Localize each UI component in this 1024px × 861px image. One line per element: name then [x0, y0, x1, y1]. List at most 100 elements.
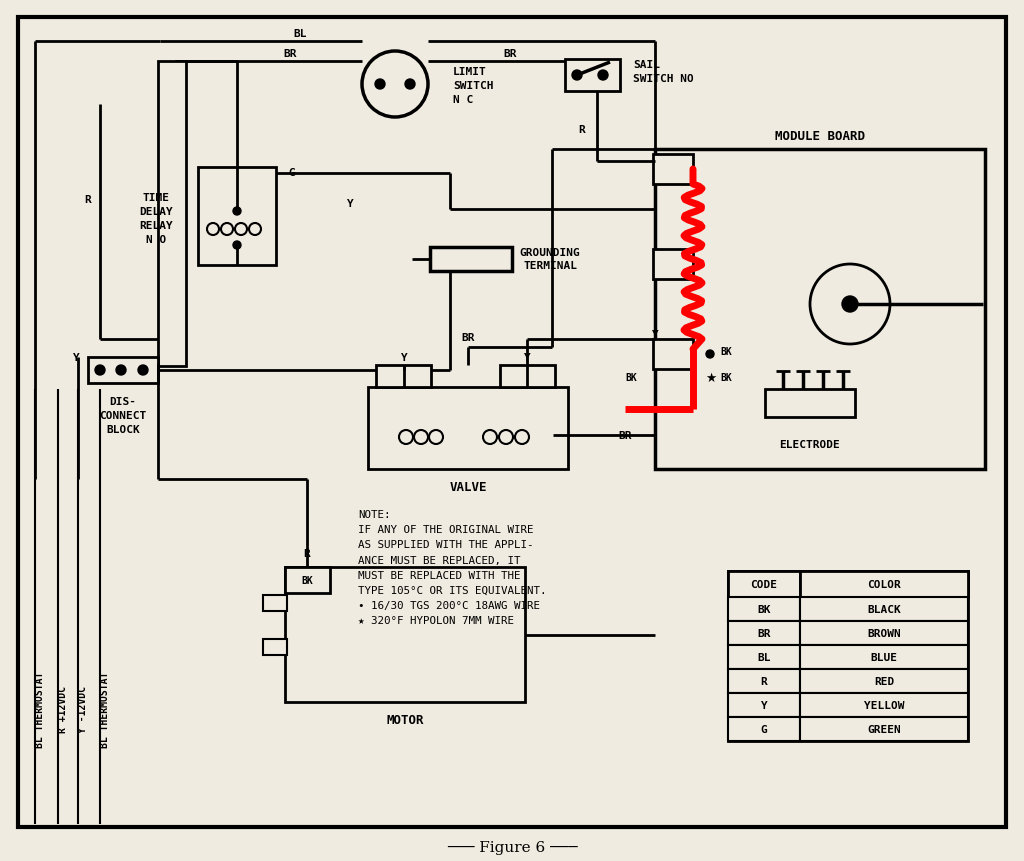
Text: CONNECT: CONNECT [99, 411, 146, 420]
Bar [88, 357, 158, 383]
Circle shape [429, 430, 443, 444]
Text: ─── Figure 6 ───: ─── Figure 6 ─── [446, 840, 578, 854]
Bar [198, 168, 276, 266]
Circle shape [499, 430, 513, 444]
Text: R: R [579, 125, 586, 135]
Text: BR: BR [284, 49, 297, 59]
Text: BROWN: BROWN [867, 629, 901, 638]
Circle shape [810, 264, 890, 344]
Text: CODE: CODE [751, 579, 777, 589]
Circle shape [234, 224, 247, 236]
Text: GROUNDING: GROUNDING [519, 248, 581, 257]
Text: R: R [304, 548, 310, 558]
Text: Y: Y [651, 330, 658, 339]
Text: RELAY: RELAY [139, 220, 173, 231]
Bar [655, 150, 985, 469]
Text: Y: Y [347, 199, 353, 208]
Circle shape [414, 430, 428, 444]
Bar [263, 595, 287, 611]
Bar [263, 639, 287, 655]
Bar [728, 645, 800, 669]
Bar [728, 572, 800, 598]
Bar [653, 155, 693, 185]
Bar [800, 622, 968, 645]
Text: BR: BR [618, 430, 632, 441]
Text: Y: Y [73, 353, 80, 362]
Circle shape [375, 80, 385, 90]
Text: N C: N C [453, 95, 473, 105]
Circle shape [233, 208, 241, 216]
Bar [285, 567, 330, 593]
Text: MOTOR: MOTOR [386, 714, 424, 727]
Circle shape [249, 224, 261, 236]
Text: BR: BR [503, 49, 517, 59]
Text: BL: BL [293, 29, 307, 39]
Bar [376, 366, 431, 387]
Bar [728, 622, 800, 645]
Text: Y: Y [761, 700, 767, 710]
Circle shape [515, 430, 529, 444]
Text: BL THERMOSTAT: BL THERMOSTAT [100, 671, 110, 747]
Circle shape [233, 242, 241, 250]
Circle shape [221, 224, 233, 236]
Text: BR: BR [461, 332, 475, 343]
Bar [800, 669, 968, 693]
Text: G: G [761, 724, 767, 734]
Bar [765, 389, 855, 418]
Circle shape [207, 224, 219, 236]
Text: BK: BK [720, 373, 732, 382]
Bar [653, 339, 693, 369]
Text: Y -12VDC: Y -12VDC [78, 685, 88, 733]
Text: DELAY: DELAY [139, 207, 173, 217]
Text: BLOCK: BLOCK [106, 424, 140, 435]
Bar [728, 717, 800, 741]
Circle shape [95, 366, 105, 375]
Text: BLACK: BLACK [867, 604, 901, 614]
Circle shape [138, 366, 148, 375]
Text: TIME: TIME [142, 193, 170, 202]
Text: DIS-: DIS- [110, 397, 136, 406]
Text: Y: Y [523, 353, 530, 362]
Bar [500, 366, 555, 387]
Text: SWITCH: SWITCH [453, 81, 494, 91]
Circle shape [116, 366, 126, 375]
Bar [800, 645, 968, 669]
Bar [728, 669, 800, 693]
Text: LIMIT: LIMIT [453, 67, 486, 77]
Bar [430, 248, 512, 272]
Text: BL: BL [758, 653, 771, 662]
Text: NOTE:
IF ANY OF THE ORIGINAL WIRE
AS SUPPLIED WITH THE APPLI-
ANCE MUST BE REPLA: NOTE: IF ANY OF THE ORIGINAL WIRE AS SUP… [358, 510, 547, 626]
Circle shape [483, 430, 497, 444]
Text: MODULE BOARD: MODULE BOARD [775, 129, 865, 142]
Text: SAIL: SAIL [633, 60, 660, 70]
Text: ELECTRODE: ELECTRODE [779, 439, 841, 449]
Circle shape [362, 52, 428, 118]
Text: COLOR: COLOR [867, 579, 901, 589]
Text: BK: BK [301, 575, 313, 585]
Text: R: R [85, 195, 91, 205]
Bar [800, 693, 968, 717]
Bar [653, 250, 693, 280]
Circle shape [406, 80, 415, 90]
Bar [800, 572, 968, 598]
Text: YELLOW: YELLOW [864, 700, 904, 710]
Text: BL THERMOSTAT: BL THERMOSTAT [35, 671, 45, 747]
Text: BR: BR [758, 629, 771, 638]
Text: RED: RED [873, 676, 894, 686]
Text: BK: BK [758, 604, 771, 614]
Bar [800, 717, 968, 741]
Circle shape [842, 297, 858, 313]
Circle shape [572, 71, 582, 81]
Text: BLUE: BLUE [870, 653, 897, 662]
Bar [728, 598, 800, 622]
Text: Y: Y [400, 353, 408, 362]
Bar [728, 693, 800, 717]
Text: SWITCH NO: SWITCH NO [633, 74, 693, 84]
Bar [368, 387, 568, 469]
Circle shape [598, 71, 608, 81]
Text: ★: ★ [705, 371, 716, 384]
Text: BK: BK [625, 373, 637, 382]
Bar [565, 60, 620, 92]
Circle shape [399, 430, 413, 444]
Circle shape [706, 350, 714, 358]
